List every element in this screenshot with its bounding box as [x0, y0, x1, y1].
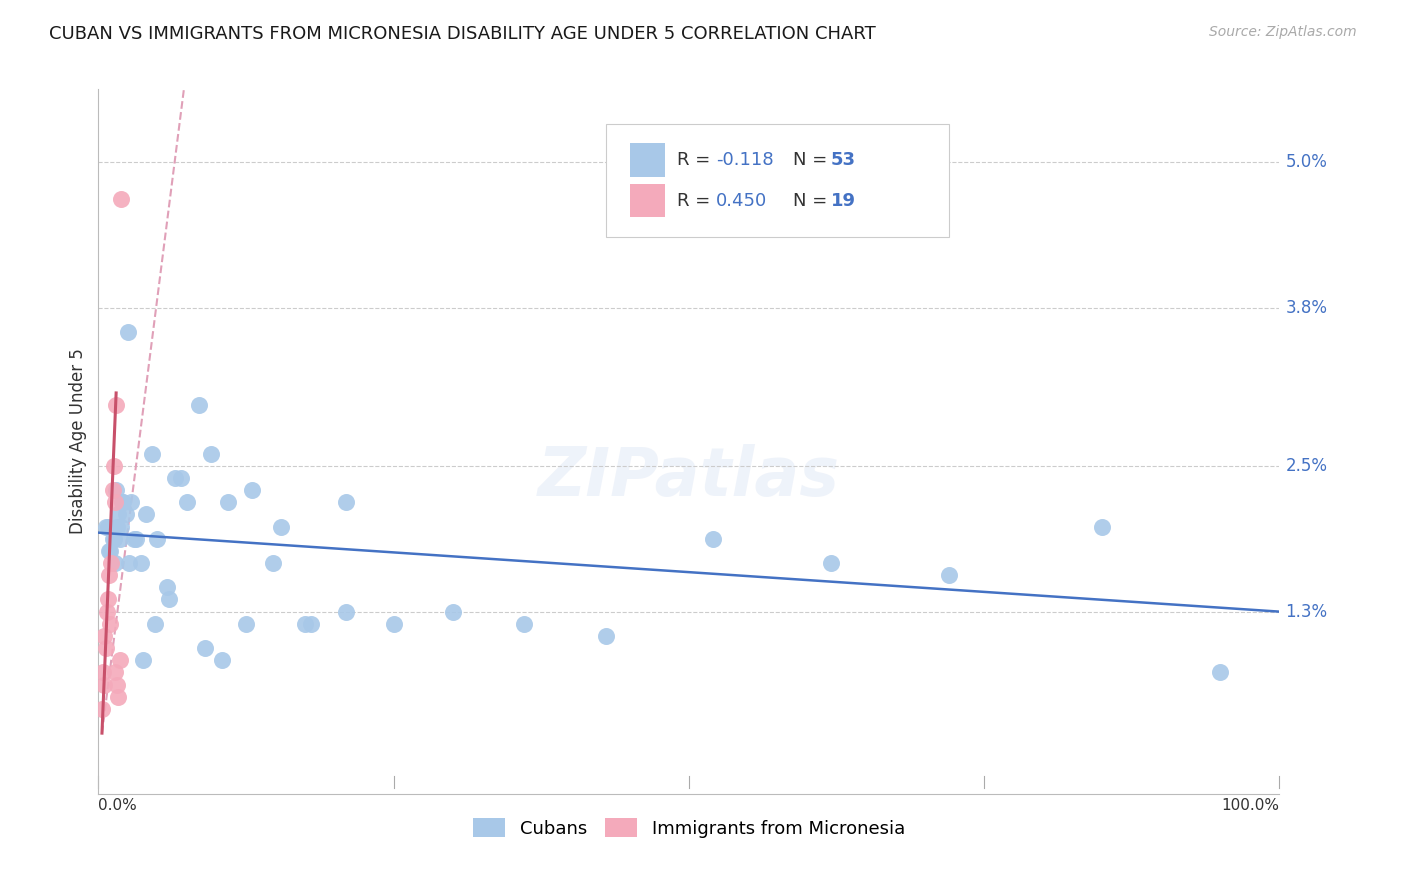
Point — [595, 629, 617, 643]
Point — [104, 556, 127, 570]
Point — [97, 519, 120, 533]
FancyBboxPatch shape — [606, 124, 949, 237]
Text: 100.0%: 100.0% — [1222, 798, 1279, 814]
Point — [820, 556, 842, 570]
Point — [111, 495, 134, 509]
Legend: Cubans, Immigrants from Micronesia: Cubans, Immigrants from Micronesia — [472, 818, 905, 838]
Point — [143, 616, 166, 631]
Point — [93, 629, 115, 643]
Text: N =: N = — [793, 152, 832, 169]
Point — [156, 580, 179, 594]
Text: CUBAN VS IMMIGRANTS FROM MICRONESIA DISABILITY AGE UNDER 5 CORRELATION CHART: CUBAN VS IMMIGRANTS FROM MICRONESIA DISA… — [49, 25, 876, 43]
Text: 5.0%: 5.0% — [1285, 153, 1327, 171]
Point — [938, 568, 960, 582]
Point — [110, 192, 132, 206]
Bar — [630, 184, 665, 218]
Point — [240, 483, 263, 497]
Point — [165, 471, 187, 485]
Point — [96, 605, 118, 619]
Y-axis label: Disability Age Under 5: Disability Age Under 5 — [69, 349, 87, 534]
Point — [146, 532, 169, 546]
Text: ZIPatlas: ZIPatlas — [538, 444, 839, 509]
Point — [217, 495, 239, 509]
Point — [141, 447, 163, 461]
Point — [702, 532, 724, 546]
Point — [335, 605, 357, 619]
Point — [294, 616, 316, 631]
Text: 0.0%: 0.0% — [98, 798, 138, 814]
Text: 2.5%: 2.5% — [1285, 457, 1327, 475]
Point — [382, 616, 405, 631]
Text: R =: R = — [678, 152, 716, 169]
Point — [91, 702, 114, 716]
Point — [112, 495, 135, 509]
Point — [104, 495, 127, 509]
Point — [105, 677, 128, 691]
Point — [117, 325, 139, 339]
Point — [211, 653, 233, 667]
Bar — [630, 144, 665, 178]
Point — [107, 508, 129, 522]
Point — [98, 544, 121, 558]
Point — [121, 495, 143, 509]
Point — [105, 483, 128, 497]
Point — [135, 508, 157, 522]
Point — [98, 544, 121, 558]
Point — [441, 605, 464, 619]
Text: -0.118: -0.118 — [716, 152, 773, 169]
Point — [110, 519, 132, 533]
Point — [105, 398, 128, 412]
Point — [118, 556, 141, 570]
Point — [97, 592, 120, 607]
Text: Source: ZipAtlas.com: Source: ZipAtlas.com — [1209, 25, 1357, 39]
Point — [262, 556, 284, 570]
Point — [1209, 665, 1232, 680]
Point — [170, 471, 193, 485]
Point — [94, 519, 117, 533]
Text: 1.3%: 1.3% — [1285, 603, 1327, 621]
Point — [91, 665, 114, 680]
Point — [200, 447, 222, 461]
Point — [98, 616, 121, 631]
Point — [129, 556, 152, 570]
Point — [101, 532, 124, 546]
Point — [103, 532, 125, 546]
Point — [101, 483, 124, 497]
Point — [1091, 519, 1114, 533]
Point — [194, 641, 217, 656]
Point — [104, 665, 127, 680]
Point — [98, 568, 121, 582]
Point — [105, 519, 128, 533]
Point — [94, 641, 117, 656]
Point — [270, 519, 292, 533]
Point — [114, 508, 136, 522]
Point — [93, 677, 115, 691]
Text: N =: N = — [793, 192, 832, 210]
Point — [108, 532, 131, 546]
Point — [512, 616, 534, 631]
Point — [100, 556, 122, 570]
Text: 53: 53 — [831, 152, 856, 169]
Point — [125, 532, 148, 546]
Point — [335, 495, 357, 509]
Point — [108, 653, 131, 667]
Point — [103, 458, 125, 473]
Point — [157, 592, 180, 607]
Text: 3.8%: 3.8% — [1285, 299, 1327, 317]
Text: 19: 19 — [831, 192, 856, 210]
Text: 0.450: 0.450 — [716, 192, 768, 210]
Point — [299, 616, 322, 631]
Point — [176, 495, 198, 509]
Point — [122, 532, 145, 546]
Point — [107, 690, 129, 704]
Text: R =: R = — [678, 192, 716, 210]
Point — [235, 616, 257, 631]
Point — [187, 398, 209, 412]
Point — [132, 653, 155, 667]
